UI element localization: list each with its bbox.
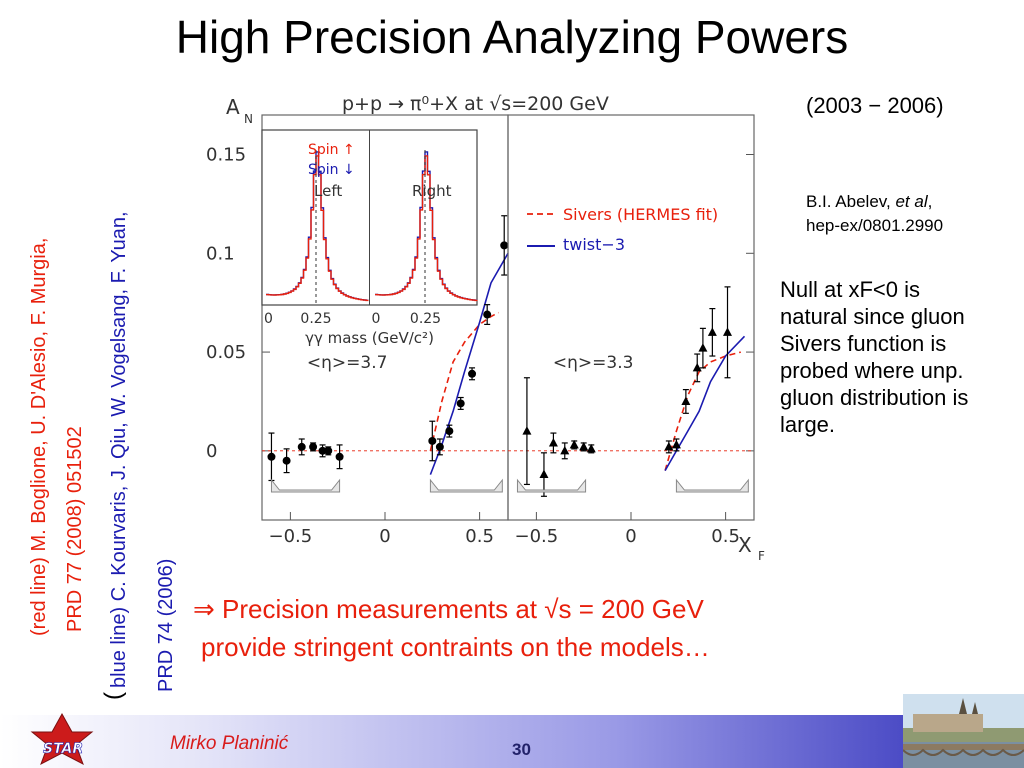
data-point (468, 369, 477, 378)
data-point (539, 469, 549, 479)
data-point (681, 396, 691, 405)
red-line-ref-line1: (red line) M. Boglione, U. D'Alesio, F. … (28, 237, 50, 636)
slide-title: High Precision Analyzing Powers (175, 11, 849, 63)
blue-line-ref-paren: ( (100, 692, 127, 700)
inset-x-tick-label: 0.25 (410, 311, 441, 327)
footer-bar (0, 715, 1024, 768)
x-tick-label: 0.5 (711, 526, 740, 547)
data-point (483, 310, 492, 319)
panel-frame (507, 114, 755, 521)
inset-legend-spin-down: Spin ↓ (308, 162, 355, 178)
data-point (309, 442, 318, 451)
data-point (282, 456, 291, 465)
eta-label: <η>=3.7 (307, 353, 388, 373)
data-point (522, 426, 532, 435)
reference-arxiv: hep-ex/0801.2990 (806, 216, 944, 235)
blue-line-ref-line1: blue line) C. Kourvaris, J. Qiu, W. Voge… (108, 211, 130, 688)
y-tick-label: 0.05 (206, 342, 246, 363)
data-point (297, 442, 306, 451)
data-point (560, 445, 570, 455)
data-point (267, 452, 276, 461)
inset-histogram-spin-up (266, 155, 369, 302)
data-point (723, 327, 733, 336)
inset-x-tick-label: 0 (264, 311, 273, 327)
x-tick-label: 0 (625, 526, 636, 547)
legend-label-sivers: Sivers (HERMES fit) (563, 205, 718, 224)
null-note: Null at xF<0 is natural since gluon Sive… (780, 277, 969, 437)
date-range: (2003 − 2006) (806, 93, 944, 118)
systematics-band (675, 478, 749, 493)
inset-x-tick-label: 0.25 (300, 311, 331, 327)
data-point (548, 437, 558, 447)
data-point (324, 446, 333, 455)
y-axis-label-subscript: N (244, 112, 253, 126)
eta-label: <η>=3.3 (553, 353, 634, 373)
data-point (707, 327, 717, 336)
page-number: 30 (512, 740, 531, 759)
x-tick-label: 0.5 (465, 526, 494, 547)
data-point (671, 439, 681, 449)
conclusion: ⇒ Precision measurements at √s = 200 GeV… (193, 590, 893, 666)
reference: B.I. Abelev, et al, hep-ex/0801.2990 (806, 190, 943, 238)
x-tick-label: −0.5 (269, 526, 313, 547)
prague-photo (903, 694, 1024, 768)
data-point (569, 439, 579, 449)
data-point (664, 441, 674, 451)
x-axis-label: X (738, 533, 752, 557)
svg-text:STAR: STAR (43, 741, 83, 757)
conclusion-line1: ⇒ Precision measurements at √s = 200 GeV (193, 594, 704, 624)
data-point (456, 399, 465, 408)
data-point (579, 441, 589, 451)
y-tick-label: 0.15 (206, 145, 246, 166)
data-point (698, 343, 708, 352)
inset-label-left: Left (314, 182, 342, 200)
systematics-band (270, 478, 341, 493)
sivers-curve (664, 351, 741, 471)
y-tick-label: 0 (206, 441, 217, 462)
x-tick-label: 0 (379, 526, 390, 547)
y-tick-label: 0.1 (206, 243, 235, 264)
conclusion-line2: provide stringent contraints on the mode… (201, 632, 710, 662)
inset-histogram-spin-up (375, 155, 478, 302)
data-point (435, 442, 444, 451)
analyzing-power-plot: p+p → π⁰+X at √s=200 GeV A N X F 0.15 0.1 0.05 0… (206, 93, 765, 563)
red-line-ref-line2: PRD 77 (2008) 051502 (64, 426, 86, 632)
footer-author: Mirko Planinić (170, 733, 289, 754)
data-point (692, 362, 702, 372)
reference-authors: B.I. Abelev, et al, (806, 192, 933, 211)
legend-label-twist3: twist−3 (563, 235, 625, 254)
inset-legend-spin-up: Spin ↑ (308, 142, 355, 158)
systematics-band (516, 478, 587, 493)
star-logo: STAR (30, 712, 94, 766)
x-tick-label: −0.5 (515, 526, 559, 547)
y-axis-label: A (226, 95, 240, 119)
inset-label-right: Right (412, 182, 452, 200)
data-point (500, 241, 509, 250)
data-point (586, 443, 596, 453)
inset-x-axis-label: γγ mass (GeV/c²) (305, 329, 434, 347)
chart-title: p+p → π⁰+X at √s=200 GeV (342, 93, 609, 115)
data-point (318, 446, 327, 455)
blue-line-ref-line2: PRD 74 (2006) (155, 558, 177, 692)
systematics-band (429, 478, 503, 493)
data-point (428, 436, 437, 445)
inset-x-tick-label: 0 (372, 311, 381, 327)
data-point (445, 427, 454, 436)
sivers-curve (429, 311, 499, 452)
x-axis-label-subscript: F (758, 549, 765, 563)
data-point (335, 452, 344, 461)
